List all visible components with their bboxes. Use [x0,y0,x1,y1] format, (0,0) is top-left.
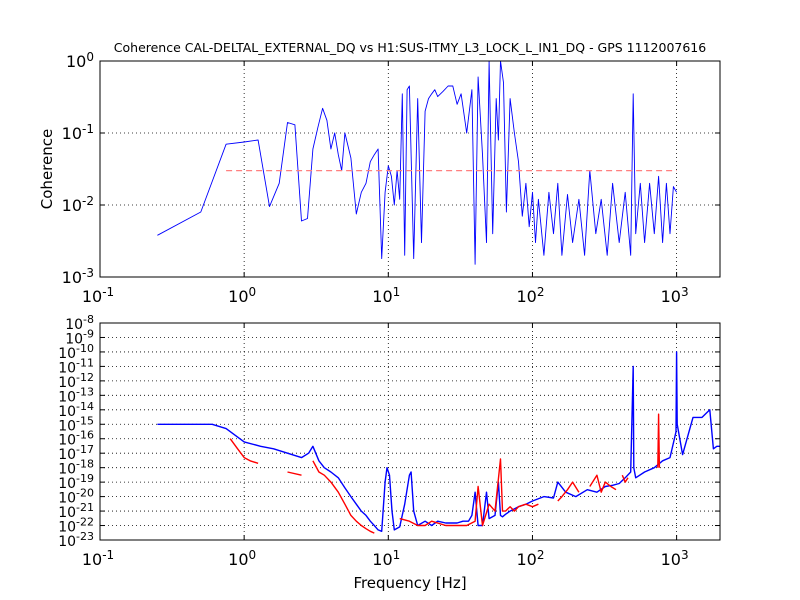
spectrum-series-layer [157,351,720,534]
coherence-y-tick-label: 10-3 [62,266,94,287]
spectrum-y-tick-label: 10-16 [58,429,94,449]
spectrum-y-tick-label: 10-13 [58,385,94,405]
spectrum-series-line-7 [621,474,629,483]
coherence-series-line-0 [157,61,677,265]
spectrum-y-tick-label: 10-19 [58,472,94,492]
coherence-plot-title: Coherence CAL-DELTAL_EXTERNAL_DQ vs H1:S… [114,40,706,55]
coherence-series-layer [157,61,677,265]
spectrum-y-tick-label: 10-9 [65,327,94,347]
coherence-y-tick-label: 100 [66,50,94,71]
spectrum-series-line-2 [287,471,302,476]
coherence-y-tick-label: 10-2 [62,194,94,215]
spectrum-series-line-8 [657,413,661,468]
spectrum-axes-frame [99,322,721,541]
spectrum-x-axis-label: Frequency [Hz] [353,574,466,592]
spectrum-y-tick-label: 10-22 [58,516,94,536]
coherence-x-tick-label: 10-1 [82,285,114,306]
coherence-plot: 10-1 100 101 102 103 10-3 10-2 10-1 100 Coherenc… [38,50,721,306]
coherence-x-tick-label: 100 [228,285,256,306]
spectrum-ticks: 10-1 100 101 102 10310-2310-2210-2110-2010-1… [58,313,720,569]
spectrum-x-tick-label: 10-1 [82,548,114,569]
spectrum-y-tick-label: 10-18 [58,458,94,478]
coherence-x-tick-label: 101 [372,285,400,306]
coherence-x-tick-label: 103 [661,285,689,306]
spectrum-y-tick-label: 10-8 [65,313,94,333]
coherence-axes-frame [99,60,721,278]
coherence-y-axis-label: Coherence [38,129,56,209]
spectrum-series-line-4 [399,458,539,527]
spectrum-y-tick-label: 10-23 [58,530,94,550]
spectrum-series-line-1 [229,438,259,464]
spectrum-y-tick-label: 10-21 [58,501,94,521]
spectrum-y-tick-label: 10-20 [58,487,94,507]
coherence-ticks: 10-1 100 101 102 103 10-3 10-2 10-1 100 [62,50,720,306]
spectrum-plot: 10-1 100 101 102 10310-2310-2210-2110-2010-1… [58,313,721,592]
spectrum-x-tick-label: 103 [661,548,689,569]
spectrum-y-tick-label: 10-10 [58,342,94,362]
spectrum-y-tick-label: 10-15 [58,414,94,434]
spectrum-x-tick-label: 100 [228,548,256,569]
spectrum-series-line-6 [589,474,617,493]
spectrum-y-tick-label: 10-14 [58,400,94,420]
spectrum-y-tick-label: 10-17 [58,443,94,463]
spectrum-x-tick-label: 101 [372,548,400,569]
spectrum-y-tick-label: 10-12 [58,371,94,391]
spectrum-series-line-3 [312,460,375,534]
coherence-y-tick-label: 10-1 [62,122,94,143]
spectrum-series-line-5 [557,481,580,502]
spectrum-x-tick-label: 102 [516,548,544,569]
spectrum-series-line-0 [157,351,720,532]
spectrum-y-tick-label: 10-11 [58,356,94,376]
coherence-x-tick-label: 102 [516,285,544,306]
